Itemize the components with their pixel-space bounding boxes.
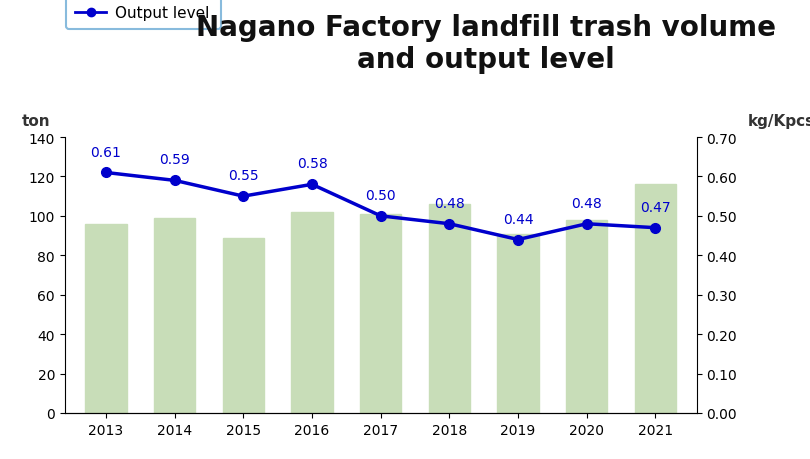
Bar bbox=[223, 238, 264, 413]
Text: Nagano Factory landfill trash volume
and output level: Nagano Factory landfill trash volume and… bbox=[196, 14, 776, 74]
Text: 0.47: 0.47 bbox=[640, 201, 671, 214]
Bar bbox=[497, 234, 539, 413]
Text: ton: ton bbox=[22, 113, 51, 129]
Bar bbox=[85, 224, 126, 413]
Legend: Total volume, Output level: Total volume, Output level bbox=[66, 0, 221, 30]
Text: kg/Kpcs: kg/Kpcs bbox=[748, 113, 810, 129]
Bar bbox=[360, 214, 401, 413]
Text: 0.50: 0.50 bbox=[365, 189, 396, 202]
Text: 0.48: 0.48 bbox=[571, 196, 602, 210]
Bar bbox=[566, 220, 608, 413]
Text: 0.58: 0.58 bbox=[296, 157, 327, 171]
Text: 0.59: 0.59 bbox=[160, 153, 190, 167]
Bar bbox=[292, 213, 333, 413]
Bar bbox=[635, 185, 676, 413]
Bar bbox=[428, 205, 470, 413]
Text: 0.48: 0.48 bbox=[434, 196, 465, 210]
Text: 0.44: 0.44 bbox=[503, 212, 533, 226]
Bar bbox=[154, 218, 195, 413]
Text: 0.55: 0.55 bbox=[228, 169, 258, 183]
Text: 0.61: 0.61 bbox=[91, 146, 122, 159]
